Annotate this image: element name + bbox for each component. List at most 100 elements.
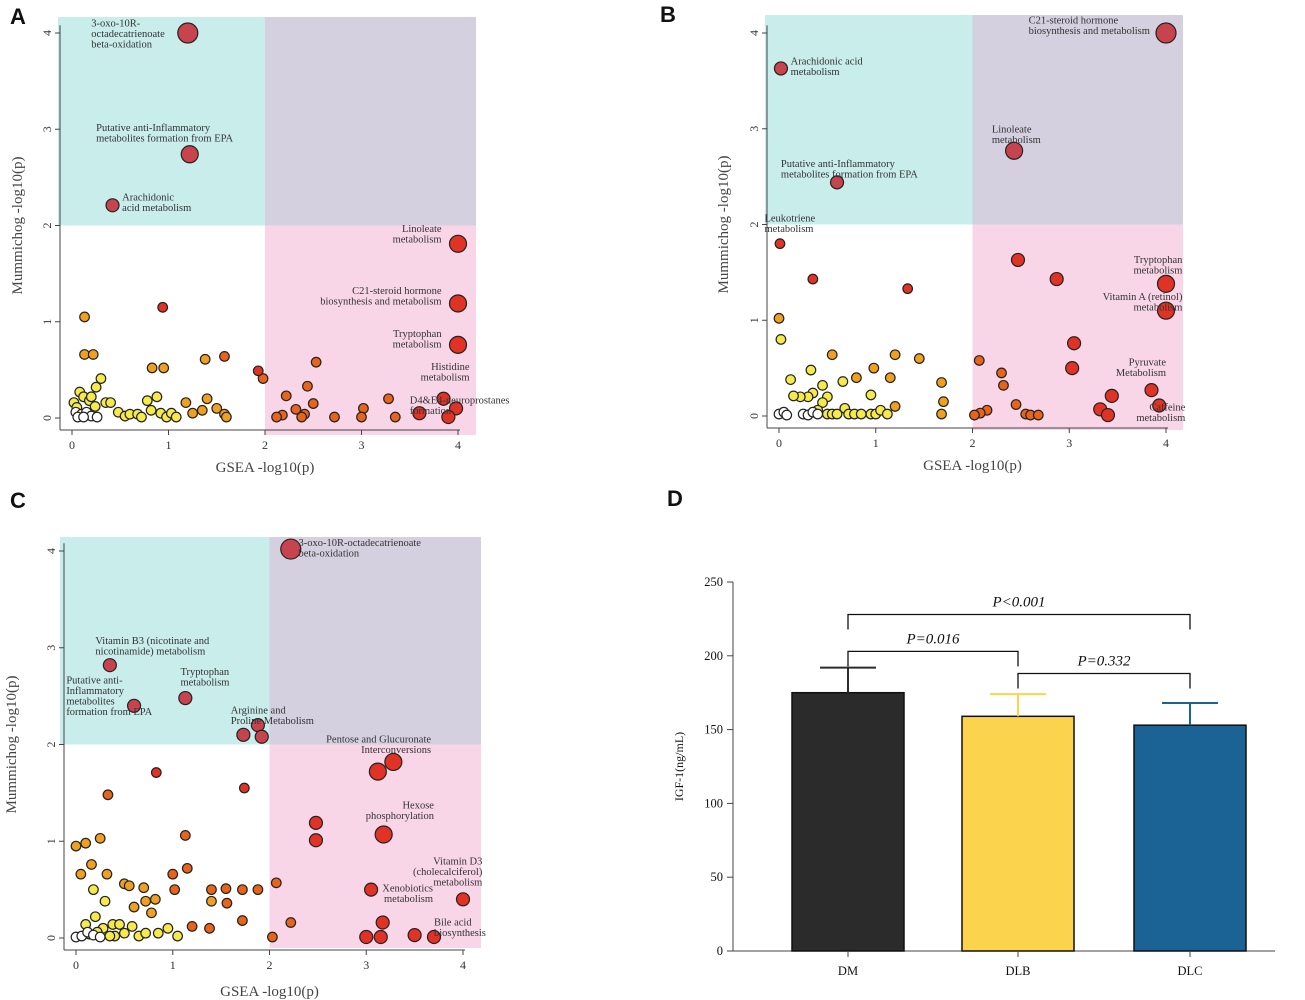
y-tick-label: 4 [44, 548, 58, 554]
annotation-line: metabolism [992, 135, 1041, 146]
data-point [80, 837, 92, 849]
annotation-line: biosynthesis and metabolism [320, 296, 441, 307]
data-point [902, 283, 914, 295]
y-tick-label: 3 [747, 126, 761, 132]
y-tick-label: 1 [40, 319, 54, 325]
data-point [280, 538, 302, 560]
data-point [149, 893, 161, 905]
data-point [1005, 141, 1024, 160]
data-point [826, 349, 838, 361]
data-point [204, 922, 215, 934]
quadrant-upper-left [58, 17, 265, 226]
data-point [219, 351, 230, 362]
pathway-annotation: Tryptophan metabolism [180, 667, 229, 689]
data-point [102, 789, 114, 801]
x-tick-label: 0 [776, 436, 782, 450]
data-point [237, 915, 248, 926]
data-point [145, 404, 157, 416]
data-point [455, 892, 471, 907]
data-point [94, 931, 106, 943]
bar-dlb [961, 715, 1075, 952]
data-point [1049, 271, 1064, 287]
data-point [375, 915, 390, 930]
data-point [180, 145, 199, 164]
data-point [104, 930, 116, 942]
data-point [79, 311, 90, 323]
data-point [180, 397, 192, 409]
data-point [126, 920, 138, 932]
data-point [91, 411, 103, 423]
annotation-line: octadecatrienoate [91, 29, 165, 40]
pathway-annotation: Vitamin A (retinol) metabolism [1103, 292, 1183, 314]
y-tick-label: 0 [717, 944, 723, 958]
data-point [936, 377, 947, 388]
data-point [151, 391, 163, 403]
data-point [436, 391, 451, 406]
x-axis-title: GSEA -log10(p) [216, 460, 315, 476]
data-point [1104, 388, 1119, 403]
y-axis-title: Mummichog -log10(p) [10, 157, 26, 295]
annotation-line: Metabolism [1116, 368, 1166, 379]
data-point [290, 403, 302, 415]
data-point [140, 927, 152, 939]
x-tick-label: 0 [69, 438, 75, 452]
y-axis-title: IGF-1(ng/mL) [672, 732, 686, 801]
data-point [441, 409, 456, 425]
data-point [384, 752, 403, 772]
data-point [114, 919, 125, 930]
data-point [105, 198, 120, 213]
x-tick-label: 1 [166, 438, 172, 452]
data-point [157, 301, 169, 313]
data-point [89, 401, 101, 412]
data-point [407, 927, 422, 943]
data-point [374, 825, 393, 844]
y-tick-label: 250 [704, 575, 723, 589]
data-point [448, 234, 468, 253]
data-point [238, 782, 250, 794]
data-point [141, 395, 153, 407]
annotation-line: beta-oxidation [299, 549, 360, 560]
annotation-line: metabolism [1136, 413, 1185, 424]
x-category-label: DM [838, 964, 858, 978]
pathway-annotation: Tryptophan metabolism [393, 329, 443, 351]
data-point [973, 355, 985, 366]
data-point [146, 362, 158, 374]
annotation-line: Vitamin D3 [433, 856, 482, 867]
data-point [817, 379, 828, 391]
data-point [126, 698, 142, 713]
annotation-line: Tryptophan [393, 329, 442, 340]
data-point [280, 390, 292, 402]
annotation-line: metabolism [421, 372, 470, 383]
data-point [817, 397, 828, 408]
significance-bracket [847, 613, 1191, 630]
pathway-annotation: Linoleate metabolism [992, 125, 1041, 147]
bar-dm [791, 691, 905, 952]
data-point [271, 411, 282, 423]
data-point [302, 380, 313, 392]
x-category-label: DLC [1178, 964, 1203, 978]
y-tick-label: 100 [704, 796, 723, 810]
annotation-line: Linoleate [992, 125, 1032, 136]
data-point [412, 406, 427, 421]
y-tick-label: 3 [44, 645, 58, 651]
annotation-line: Tryptophan [1134, 255, 1183, 266]
annotation-line: D4&E4-neuroprostanes [410, 396, 510, 407]
data-point [383, 393, 394, 405]
data-point [1010, 399, 1022, 410]
pathway-annotation: D4&E4-neuroprostanes formation [410, 396, 510, 418]
data-point [389, 411, 401, 423]
annotation-line: Vitamin A (retinol) [1103, 292, 1183, 303]
data-point [936, 408, 947, 420]
annotation-line: 3-oxo-10R-octadecatrienoate [299, 538, 422, 549]
pathway-annotation: Tryptophan metabolism [1133, 255, 1183, 277]
x-tick-label: 4 [455, 438, 461, 452]
significance-bracket [847, 650, 1019, 667]
data-point [177, 22, 199, 44]
annotation-line: Arginine and [231, 706, 287, 717]
pathway-annotation: Bile acid biosynthesis [434, 917, 486, 939]
annotation-line: metabolism [180, 677, 229, 688]
data-point [152, 927, 164, 939]
data-point [426, 929, 442, 945]
annotation-line: formation [410, 406, 452, 417]
